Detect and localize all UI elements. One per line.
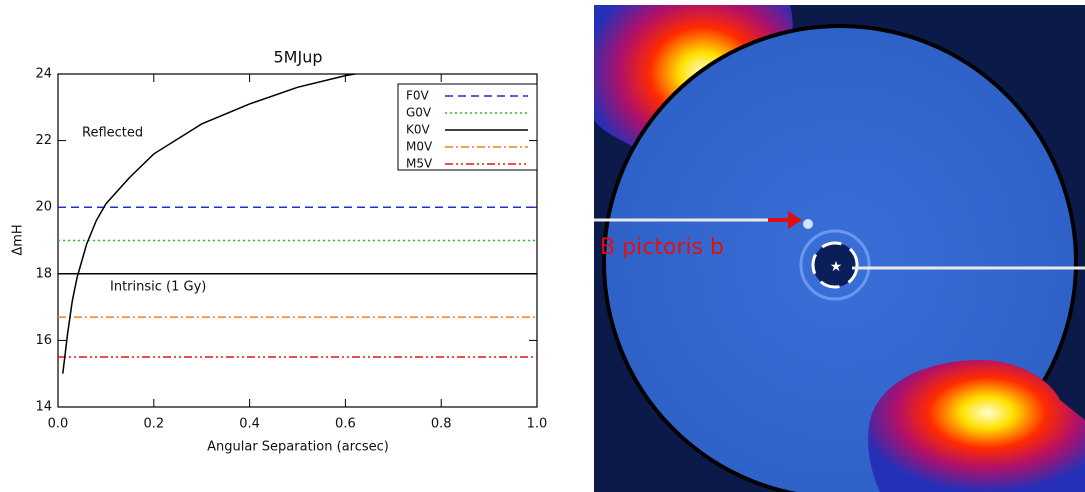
legend-label: F0V — [406, 89, 430, 103]
planet — [803, 219, 813, 229]
legend: F0V G0V K0V M0V M5V — [398, 84, 537, 171]
legend-label: M5V — [406, 157, 433, 171]
x-tick-label: 0.4 — [239, 417, 260, 432]
image-panel: ★ B pictoris b — [594, 5, 1085, 492]
y-axis-label: ΔmH — [11, 224, 26, 255]
y-tick-label: 18 — [35, 266, 52, 281]
star-icon: ★ — [830, 259, 843, 275]
image-label: B pictoris b — [600, 235, 724, 260]
x-tick-label: 0.2 — [143, 417, 164, 432]
annotation: Intrinsic (1 Gy) — [110, 280, 206, 295]
page: 5MJup Angular Separation (arcsec) ΔmH Re… — [0, 0, 1085, 492]
x-axis-label: Angular Separation (arcsec) — [207, 440, 389, 455]
legend-label: M0V — [406, 140, 433, 154]
y-tick-label: 22 — [35, 133, 52, 148]
legend-label: K0V — [406, 123, 431, 137]
chart-title: 5MJup — [274, 48, 323, 67]
x-tick-label: 1.0 — [527, 417, 548, 432]
annotation: Reflected — [82, 126, 143, 141]
y-tick-label: 14 — [35, 400, 52, 415]
y-tick-label: 16 — [35, 333, 52, 348]
reflected-curve — [63, 74, 355, 374]
legend-label: G0V — [406, 106, 432, 120]
y-tick-label: 24 — [35, 67, 52, 82]
x-tick-label: 0.6 — [335, 417, 356, 432]
x-tick-label: 0.8 — [431, 417, 452, 432]
x-tick-label: 0.0 — [48, 417, 69, 432]
y-tick-label: 20 — [35, 200, 52, 215]
